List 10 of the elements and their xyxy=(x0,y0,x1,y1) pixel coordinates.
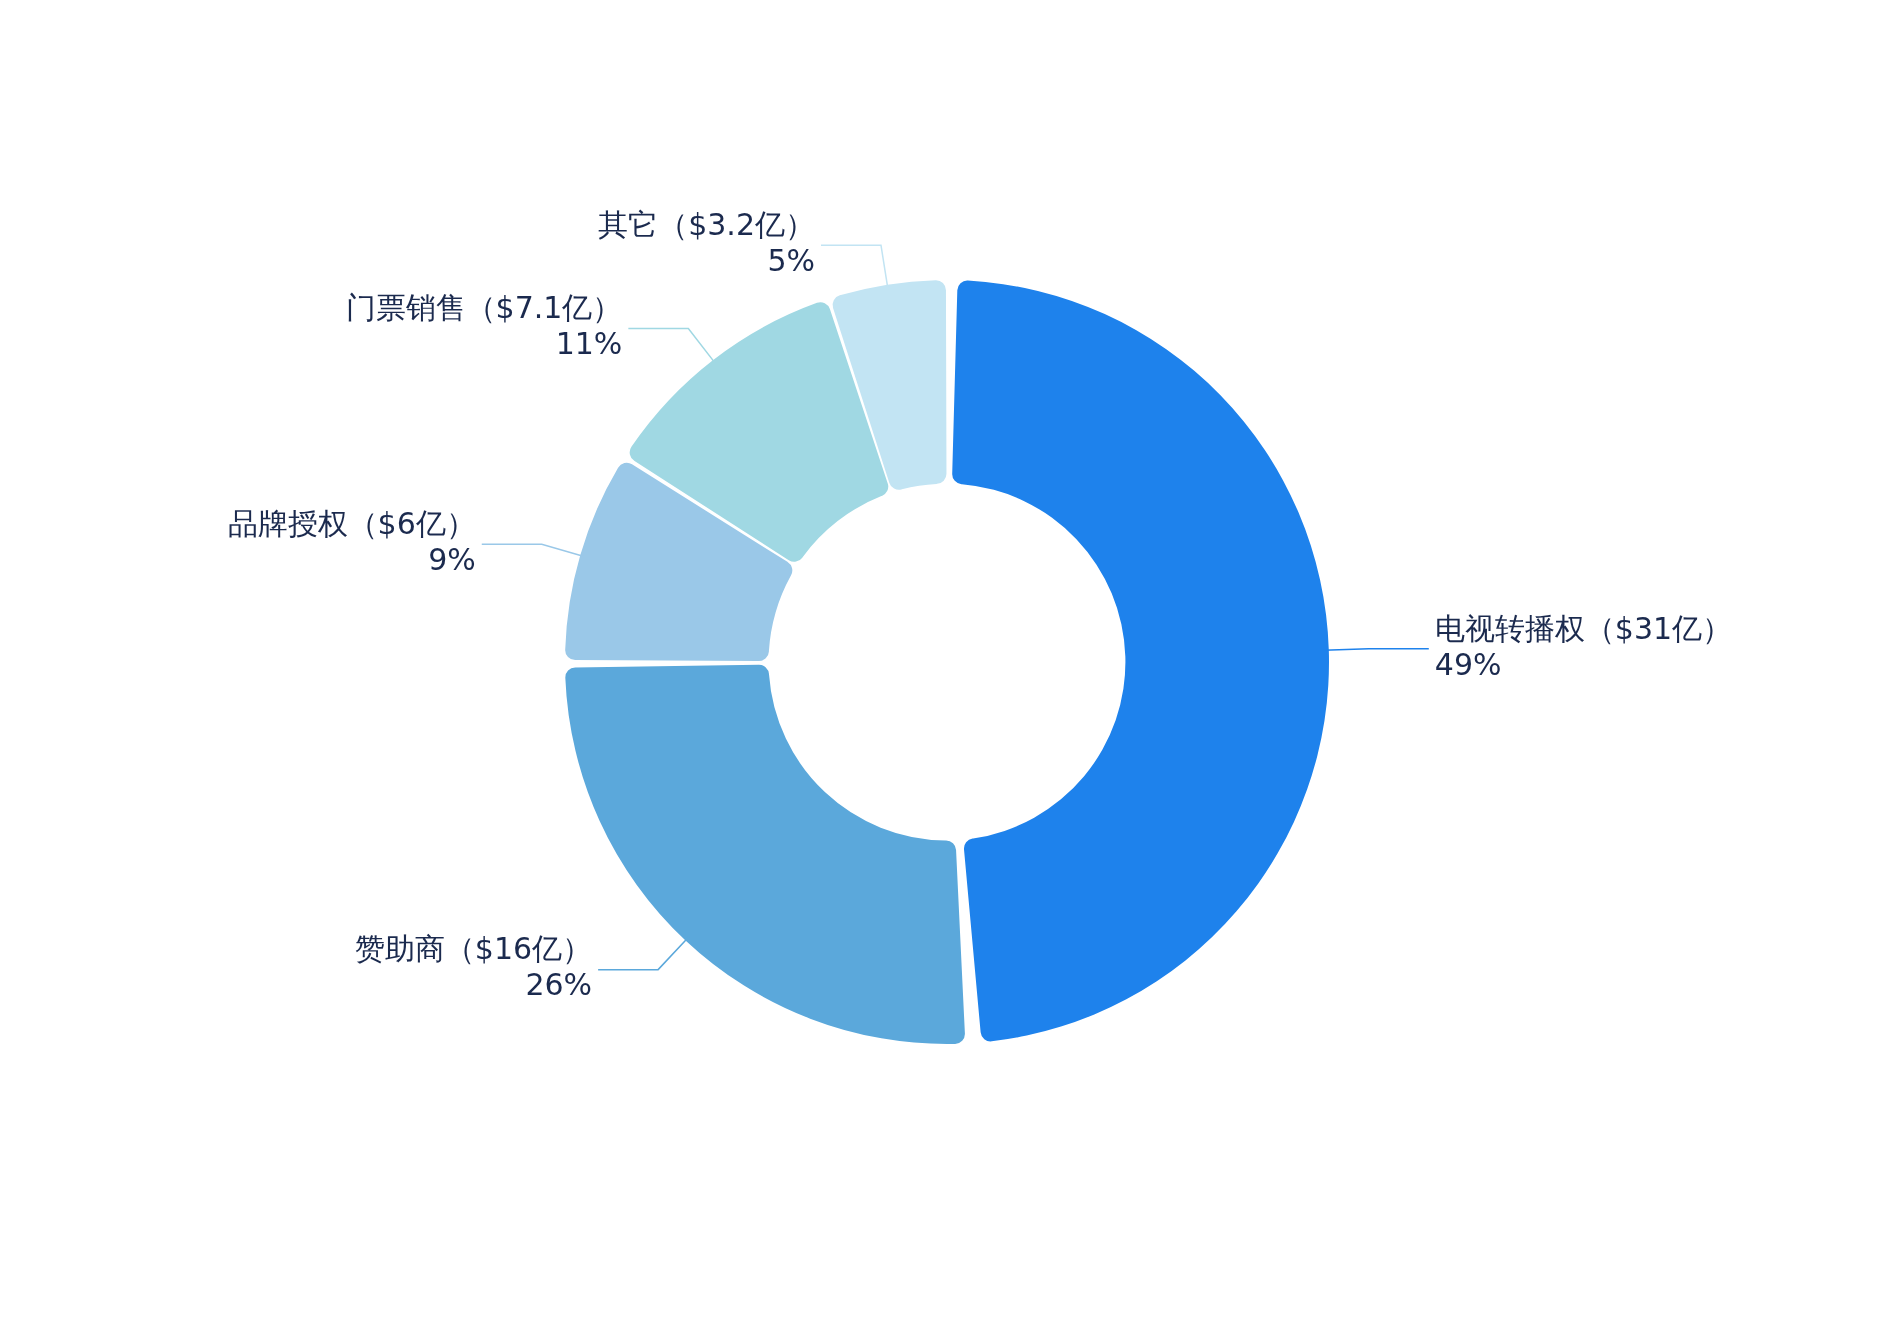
data-label: 49% xyxy=(1434,646,1502,682)
slice-label: 品牌授权（$6亿） xyxy=(227,506,476,542)
data-label: 9% xyxy=(428,542,476,578)
data-label: 26% xyxy=(525,967,593,1003)
data-label: 11% xyxy=(555,326,623,362)
slice-label: 电视转播权（$31亿） xyxy=(1434,610,1733,646)
slice-label: 门票销售（$7.1亿） xyxy=(345,290,623,326)
slice-label: 赞助商（$16亿） xyxy=(354,931,593,967)
slice-label: 其它（$3.2亿） xyxy=(598,206,815,242)
data-label: 5% xyxy=(767,242,815,278)
